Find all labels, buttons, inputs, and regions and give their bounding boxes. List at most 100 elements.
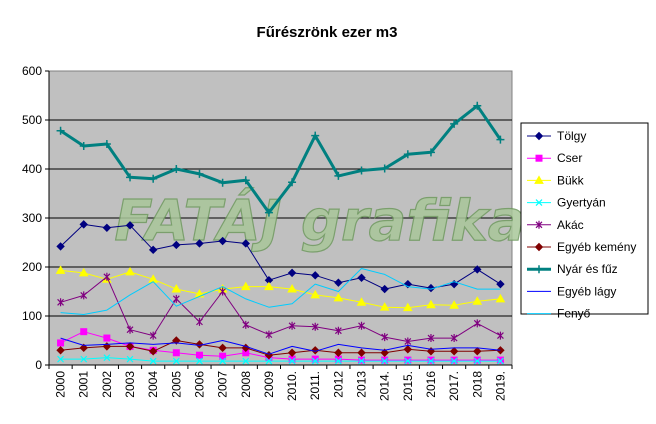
series-3-point — [242, 357, 250, 365]
series-5 — [56, 336, 505, 360]
series-0-point — [241, 239, 250, 248]
series-5-point — [125, 342, 135, 351]
x-tick-label: 2014. — [378, 371, 392, 401]
series-4-point — [450, 334, 458, 343]
y-tick-label: 500 — [22, 113, 42, 127]
series-1-point — [219, 352, 227, 360]
series-2-point — [171, 284, 182, 293]
series-7-line — [60, 337, 501, 355]
series-6-point — [288, 178, 297, 187]
series-2-point — [310, 289, 321, 299]
x-tick-label: 2019. — [493, 371, 507, 401]
series-5-point — [403, 345, 413, 354]
legend-marker — [534, 242, 544, 252]
x-tick-label: 2006 — [192, 371, 206, 398]
series-0-point — [287, 268, 297, 278]
series-2-point — [472, 296, 483, 305]
series-6-point — [218, 178, 227, 187]
series-6-point — [149, 174, 158, 183]
x-tick-label: 2010. — [285, 371, 299, 401]
series-3-point — [473, 357, 481, 365]
series-1-point — [450, 356, 458, 364]
series-4-point — [288, 321, 296, 330]
series-3-point — [358, 357, 365, 365]
y-axis: 0 100 200 300 400 500 600 — [22, 64, 50, 372]
series-5-point — [473, 347, 482, 356]
series-3 — [57, 354, 504, 365]
series-4-point — [196, 317, 203, 326]
x-tick-label: 2018 — [470, 371, 484, 398]
series-3-point — [172, 357, 180, 365]
series-4-point — [334, 326, 342, 335]
series-3-point — [126, 355, 134, 363]
y-tick-label: 100 — [22, 309, 42, 323]
legend-label: Bükk — [557, 173, 585, 187]
legend-label: Gyertyán — [557, 196, 606, 210]
series-3-point — [450, 357, 458, 365]
x-tick-label: 2004 — [146, 371, 160, 398]
series-2-point — [402, 302, 413, 312]
series-5-point — [357, 348, 366, 357]
series-0-point — [148, 245, 158, 255]
series-6-point — [450, 119, 459, 128]
series-6 — [56, 101, 505, 217]
legend-item: Egyéb lágy — [527, 284, 616, 298]
y-tick-label: 300 — [22, 211, 42, 225]
legend-marker — [534, 131, 544, 141]
series-2-point — [333, 292, 344, 302]
series-5-point — [287, 348, 297, 357]
series-0-point — [473, 265, 482, 274]
series-1-point — [404, 356, 412, 364]
legend-label: Egyéb lágy — [557, 284, 616, 298]
x-tick-label: 2017. — [447, 371, 461, 401]
watermark: FATÁJ grafika — [114, 189, 525, 254]
series-3-point — [381, 357, 389, 365]
x-tick-label: 2016 — [424, 371, 438, 398]
x-tick-label: 2001 — [77, 371, 91, 398]
legend-label: Egyéb kemény — [557, 240, 636, 254]
series-0-point — [496, 279, 505, 289]
series-5-point — [172, 336, 181, 345]
series-5-point — [449, 347, 459, 356]
series-5-point — [195, 340, 204, 349]
series-4-point — [149, 331, 157, 340]
y-tick-label: 0 — [35, 358, 42, 372]
series-1-point — [311, 355, 319, 363]
x-tick-label: 2000 — [54, 371, 68, 398]
series-2-point — [495, 293, 506, 303]
series-5-point — [218, 343, 227, 353]
series-6-point — [311, 131, 320, 140]
series-5-point — [311, 346, 320, 355]
series-5-point — [334, 348, 343, 357]
series-3-line — [60, 357, 501, 362]
series-3-point — [404, 357, 412, 365]
x-tick-label: 2013 — [355, 371, 369, 398]
series-6-point — [102, 140, 111, 149]
series-0-point — [357, 273, 366, 282]
legend-marker — [534, 175, 544, 184]
x-tick-label: 2012 — [331, 371, 345, 398]
series-3-point — [103, 354, 111, 362]
series-3-point — [149, 357, 157, 365]
series-0-line — [60, 223, 501, 290]
series-5-point — [380, 348, 389, 357]
legend-label: Tölgy — [557, 129, 586, 143]
series-3-point — [427, 357, 435, 365]
series-8-line — [60, 268, 501, 315]
series-6-point — [473, 101, 482, 110]
series-6-point — [172, 165, 181, 173]
series-6-point — [380, 164, 389, 173]
legend-item: Akác — [527, 218, 584, 232]
series-6-point — [426, 148, 435, 157]
y-tick-label: 400 — [22, 162, 42, 176]
series-0-point — [334, 278, 343, 287]
series-2-point — [287, 284, 297, 293]
legend-item: Tölgy — [527, 129, 586, 143]
series-4-point — [381, 333, 389, 342]
series-3-point — [265, 357, 273, 365]
series-6-point — [264, 208, 273, 217]
series-8 — [60, 268, 501, 315]
series-2-point — [264, 281, 274, 291]
series-0-point — [380, 284, 389, 294]
